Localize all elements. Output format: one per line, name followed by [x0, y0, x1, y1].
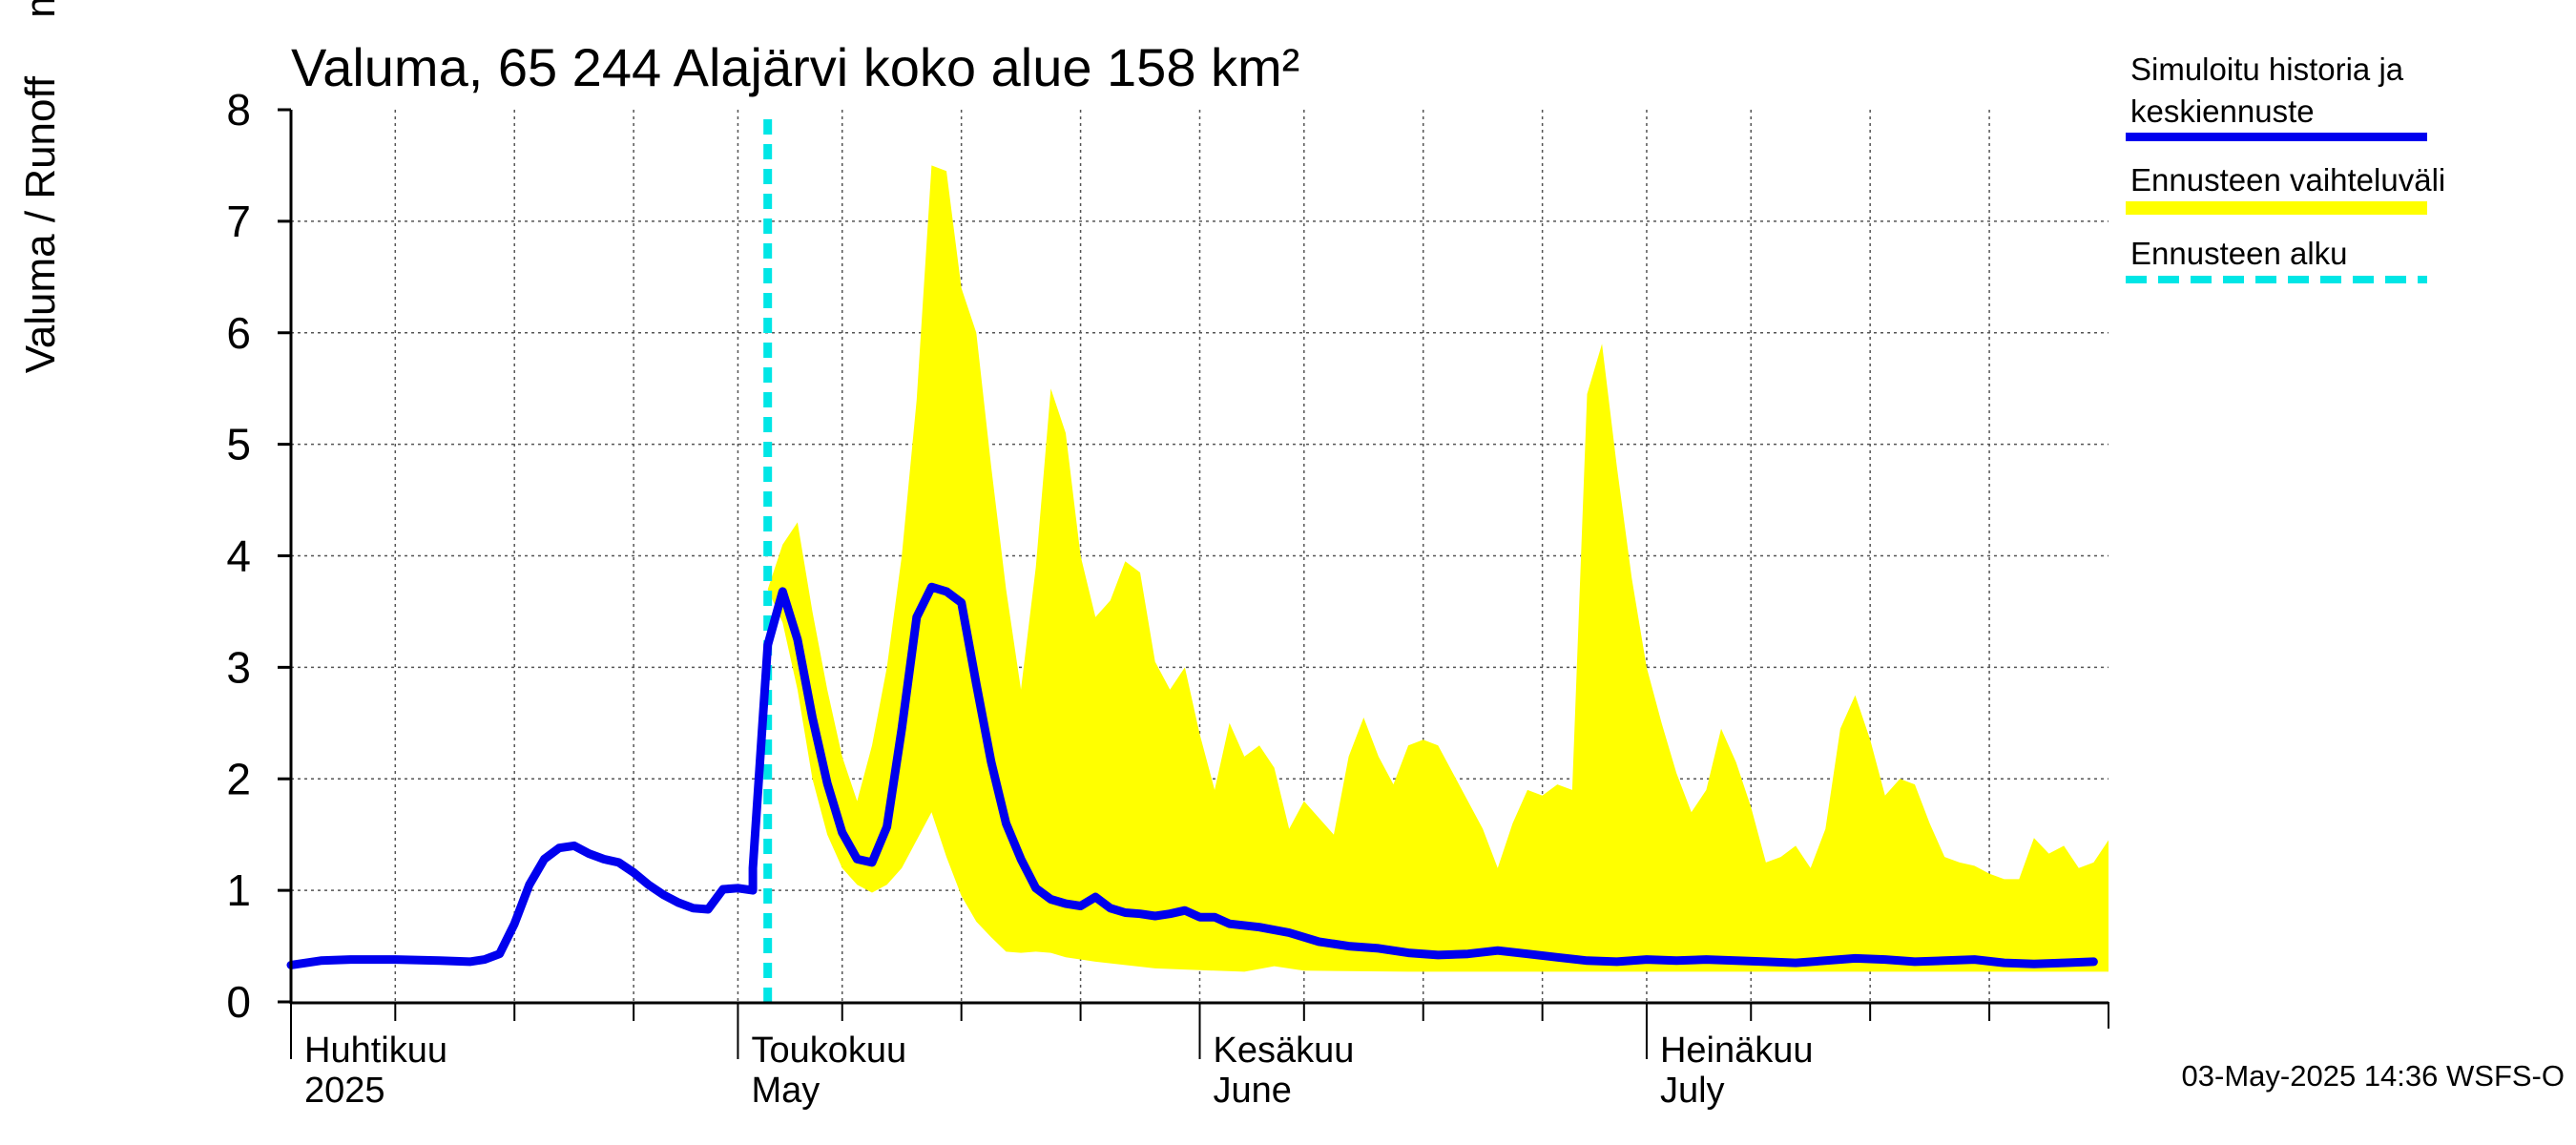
y-tick-label: 0: [226, 977, 251, 1027]
x-month-label-fi: Heinäkuu: [1660, 1030, 1814, 1071]
legend-label-simulated-line1: Simuloitu historia ja: [2130, 52, 2404, 87]
y-axis-label: Valuma / Runoff mm/d: [17, 0, 64, 374]
x-month-label-fi: Toukokuu: [751, 1030, 906, 1071]
footer-timestamp: 03-May-2025 14:36 WSFS-O: [2181, 1059, 2565, 1093]
legend-swatch-range: [2126, 201, 2427, 215]
legend-label-range: Ennusteen vaihteluväli: [2130, 162, 2446, 198]
legend-swatch-forecast-start: [2126, 276, 2427, 283]
y-tick-labels: 0 1 2 3 4 5 6 7 8: [226, 85, 291, 1027]
y-tick-label: 1: [226, 865, 251, 915]
chart-title: Valuma, 65 244 Alajärvi koko alue 158 km…: [291, 37, 1300, 97]
simulated-series-group: [286, 582, 2098, 969]
y-tick-label: 7: [226, 197, 251, 246]
x-month-label-en: June: [1214, 1071, 1292, 1111]
y-tick-label: 5: [226, 420, 251, 469]
legend-label-simulated-line2: keskiennuste: [2130, 94, 2315, 129]
y-tick-label: 8: [226, 85, 251, 135]
y-tick-label: 6: [226, 308, 251, 358]
simulated-runoff-line: [286, 582, 2098, 969]
y-tick-label: 2: [226, 754, 251, 803]
x-month-label-en: 2025: [304, 1071, 385, 1111]
legend-label-forecast-start: Ennusteen alku: [2130, 236, 2348, 271]
forecast-range-band: [767, 165, 2109, 972]
y-tick-label: 3: [226, 642, 251, 692]
x-month-label-fi: Kesäkuu: [1214, 1030, 1355, 1071]
x-month-label-en: May: [751, 1071, 820, 1111]
x-month-label-fi: Huhtikuu: [304, 1030, 447, 1071]
x-month-label-en: July: [1660, 1071, 1725, 1111]
legend-swatch-simulated: [2126, 133, 2427, 141]
forecast-range-area: [767, 165, 2109, 972]
y-tick-label: 4: [226, 531, 251, 581]
